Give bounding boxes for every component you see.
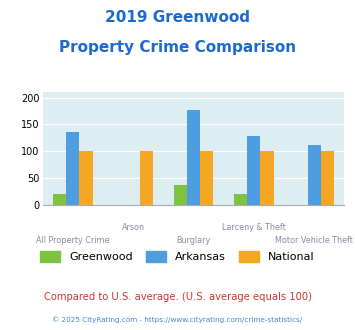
Bar xyxy=(66,132,80,205)
Bar xyxy=(321,150,334,205)
Text: Larceny & Theft: Larceny & Theft xyxy=(222,223,286,232)
Text: All Property Crime: All Property Crime xyxy=(36,236,110,245)
Bar xyxy=(140,150,153,205)
Text: Arson: Arson xyxy=(122,223,144,232)
Text: © 2025 CityRating.com - https://www.cityrating.com/crime-statistics/: © 2025 CityRating.com - https://www.city… xyxy=(53,317,302,323)
Text: Property Crime Comparison: Property Crime Comparison xyxy=(59,40,296,54)
Bar xyxy=(234,194,247,205)
Text: Motor Vehicle Theft: Motor Vehicle Theft xyxy=(275,236,353,245)
Bar xyxy=(174,185,187,205)
Bar xyxy=(200,150,213,205)
Text: Burglary: Burglary xyxy=(176,236,211,245)
Bar xyxy=(307,145,321,205)
Bar xyxy=(53,194,66,205)
Bar xyxy=(187,110,200,205)
Bar xyxy=(261,150,274,205)
Legend: Greenwood, Arkansas, National: Greenwood, Arkansas, National xyxy=(36,247,319,267)
Bar xyxy=(80,150,93,205)
Bar xyxy=(247,136,261,205)
Text: Compared to U.S. average. (U.S. average equals 100): Compared to U.S. average. (U.S. average … xyxy=(44,292,311,302)
Text: 2019 Greenwood: 2019 Greenwood xyxy=(105,10,250,25)
